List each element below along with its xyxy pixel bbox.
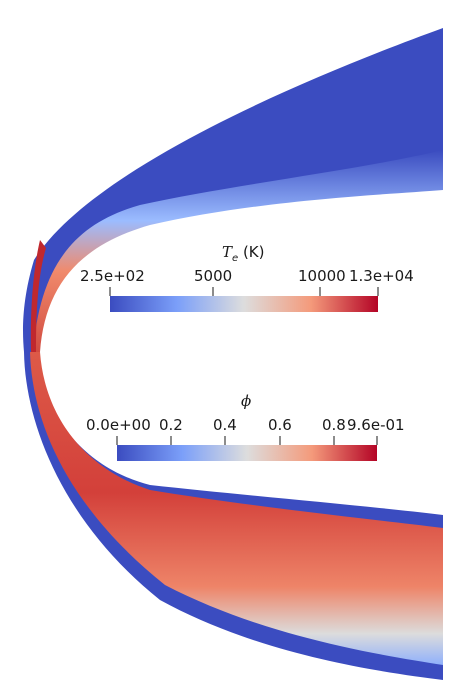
phi-tick-label-3: 0.6	[268, 416, 292, 434]
phi-tick-label-4: 0.8	[322, 416, 346, 434]
te-colorbar-title: Te (K)	[222, 243, 264, 264]
te-title-subscript: e	[232, 253, 239, 264]
phi-title-symbol: ϕ	[241, 392, 252, 410]
te-tick-label-2: 10000	[298, 267, 346, 285]
stagnation-hot-line	[30, 240, 46, 352]
te-tick-label-3: 1.3e+04	[349, 267, 414, 285]
phi-tick-label-0: 0.0e+00	[86, 416, 151, 434]
phi-tick-label-2: 0.4	[213, 416, 237, 434]
phi-tick-label-1: 0.2	[159, 416, 183, 434]
lower-hot-field	[30, 352, 443, 665]
te-title-symbol: T	[222, 243, 233, 261]
phi-colorbar	[117, 445, 377, 461]
te-colorbar-ticks	[109, 287, 379, 296]
te-colorbar	[110, 296, 378, 312]
te-title-unit: (K)	[238, 243, 265, 261]
phi-colorbar-title: ϕ	[241, 392, 251, 410]
te-tick-label-0: 2.5e+02	[80, 267, 145, 285]
upper-hot-band	[33, 150, 443, 352]
te-tick-label-1: 5000	[194, 267, 233, 285]
phi-tick-label-5: 9.6e-01	[347, 416, 405, 434]
phi-colorbar-ticks	[116, 436, 378, 445]
